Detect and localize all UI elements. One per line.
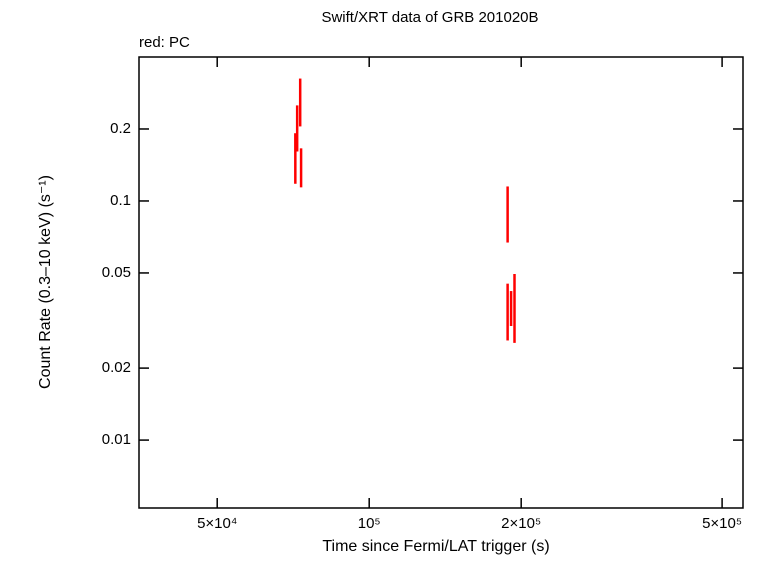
y-tick-label: 0.02 [102,359,131,376]
x-tick-label: 5×10⁵ [702,515,742,532]
chart-title: Swift/XRT data of GRB 201020B [321,9,538,26]
y-tick-label: 0.01 [102,431,131,448]
x-tick-label: 2×10⁵ [501,515,541,532]
x-tick-label: 5×10⁴ [197,515,237,532]
y-tick-label: 0.2 [110,120,131,137]
y-tick-label: 0.1 [110,192,131,209]
y-tick-label: 0.05 [102,264,131,281]
plot-frame [138,56,744,509]
x-tick-label: 10⁵ [358,515,381,532]
annotation: red: PC [139,34,190,51]
x-axis-label: Time since Fermi/LAT trigger (s) [322,538,549,555]
y-axis-label: Count Rate (0.3–10 keV) (s⁻¹) [37,175,54,389]
